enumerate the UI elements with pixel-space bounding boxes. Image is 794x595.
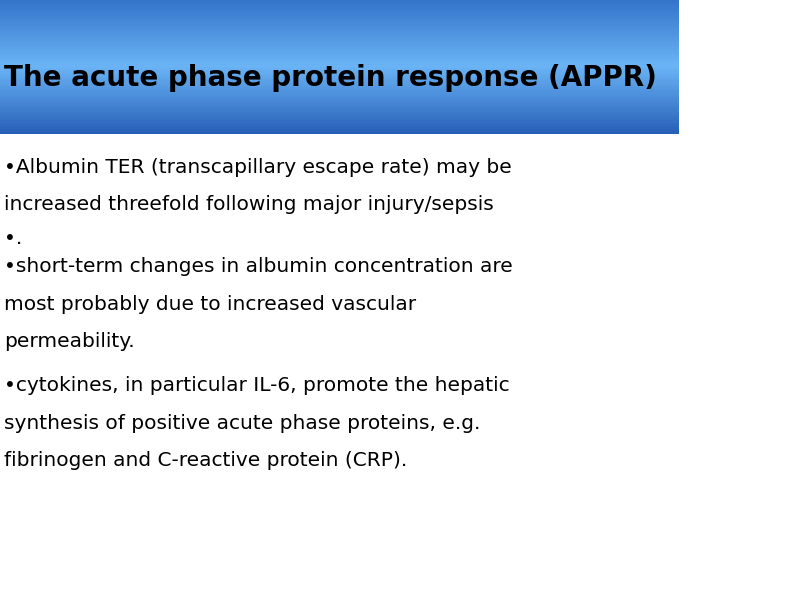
Bar (0, 68, 679, 71)
Text: •.: •. (4, 229, 22, 248)
Bar (0, 14, 679, 18)
Text: •short-term changes in albumin concentration are: •short-term changes in albumin concentra… (4, 257, 513, 276)
Bar (0, 117, 679, 120)
Bar (0, 90, 679, 93)
Bar (0, 0, 679, 2)
Bar (0, 52, 679, 56)
Bar (0, 1, 679, 4)
Bar (0, 57, 679, 60)
Bar (0, 59, 679, 62)
Bar (0, 64, 679, 67)
Text: •cytokines, in particular IL-6, promote the hepatic: •cytokines, in particular IL-6, promote … (4, 376, 510, 395)
Bar (0, 92, 679, 96)
Bar (0, 65, 679, 69)
Bar (0, 12, 679, 15)
Bar (0, 99, 679, 102)
Bar (0, 70, 679, 74)
Text: increased threefold following major injury/sepsis: increased threefold following major inju… (4, 195, 494, 214)
Bar (0, 61, 679, 65)
Bar (0, 10, 679, 13)
Bar (0, 32, 679, 36)
Bar (0, 128, 679, 131)
Bar (0, 108, 679, 112)
Text: synthesis of positive acute phase proteins, e.g.: synthesis of positive acute phase protei… (4, 414, 480, 433)
Bar (0, 19, 679, 22)
Bar (0, 79, 679, 83)
Bar (0, 43, 679, 47)
Bar (0, 95, 679, 98)
Bar (0, 26, 679, 29)
Bar (0, 73, 679, 76)
Bar (0, 126, 679, 130)
Bar (0, 130, 679, 134)
Bar (0, 83, 679, 87)
Bar (0, 124, 679, 127)
Bar (0, 46, 679, 49)
Bar (0, 119, 679, 123)
Text: most probably due to increased vascular: most probably due to increased vascular (4, 295, 416, 314)
Text: fibrinogen and C-reactive protein (CRP).: fibrinogen and C-reactive protein (CRP). (4, 451, 407, 470)
Bar (0, 55, 679, 58)
Bar (0, 48, 679, 51)
Bar (0, 88, 679, 92)
Bar (0, 23, 679, 27)
Bar (0, 50, 679, 54)
Text: •Albumin TER (transcapillary escape rate) may be: •Albumin TER (transcapillary escape rate… (4, 158, 511, 177)
Bar (0, 110, 679, 114)
Bar (0, 39, 679, 42)
Bar (0, 8, 679, 11)
Bar (0, 106, 679, 109)
Bar (0, 104, 679, 107)
Bar (0, 82, 679, 84)
Bar (0, 35, 679, 38)
Bar (0, 17, 679, 20)
Bar (0, 77, 679, 80)
Bar (0, 30, 679, 33)
Bar (0, 74, 679, 78)
Text: The acute phase protein response (APPR): The acute phase protein response (APPR) (4, 64, 657, 92)
Bar (0, 121, 679, 125)
Bar (0, 3, 679, 7)
Bar (0, 41, 679, 45)
Bar (0, 21, 679, 24)
Bar (0, 5, 679, 9)
Bar (0, 101, 679, 105)
Bar (0, 112, 679, 116)
Bar (0, 37, 679, 40)
Bar (0, 115, 679, 118)
Bar (0, 86, 679, 89)
Bar (0, 28, 679, 31)
Text: permeability.: permeability. (4, 332, 135, 351)
Bar (0, 97, 679, 101)
